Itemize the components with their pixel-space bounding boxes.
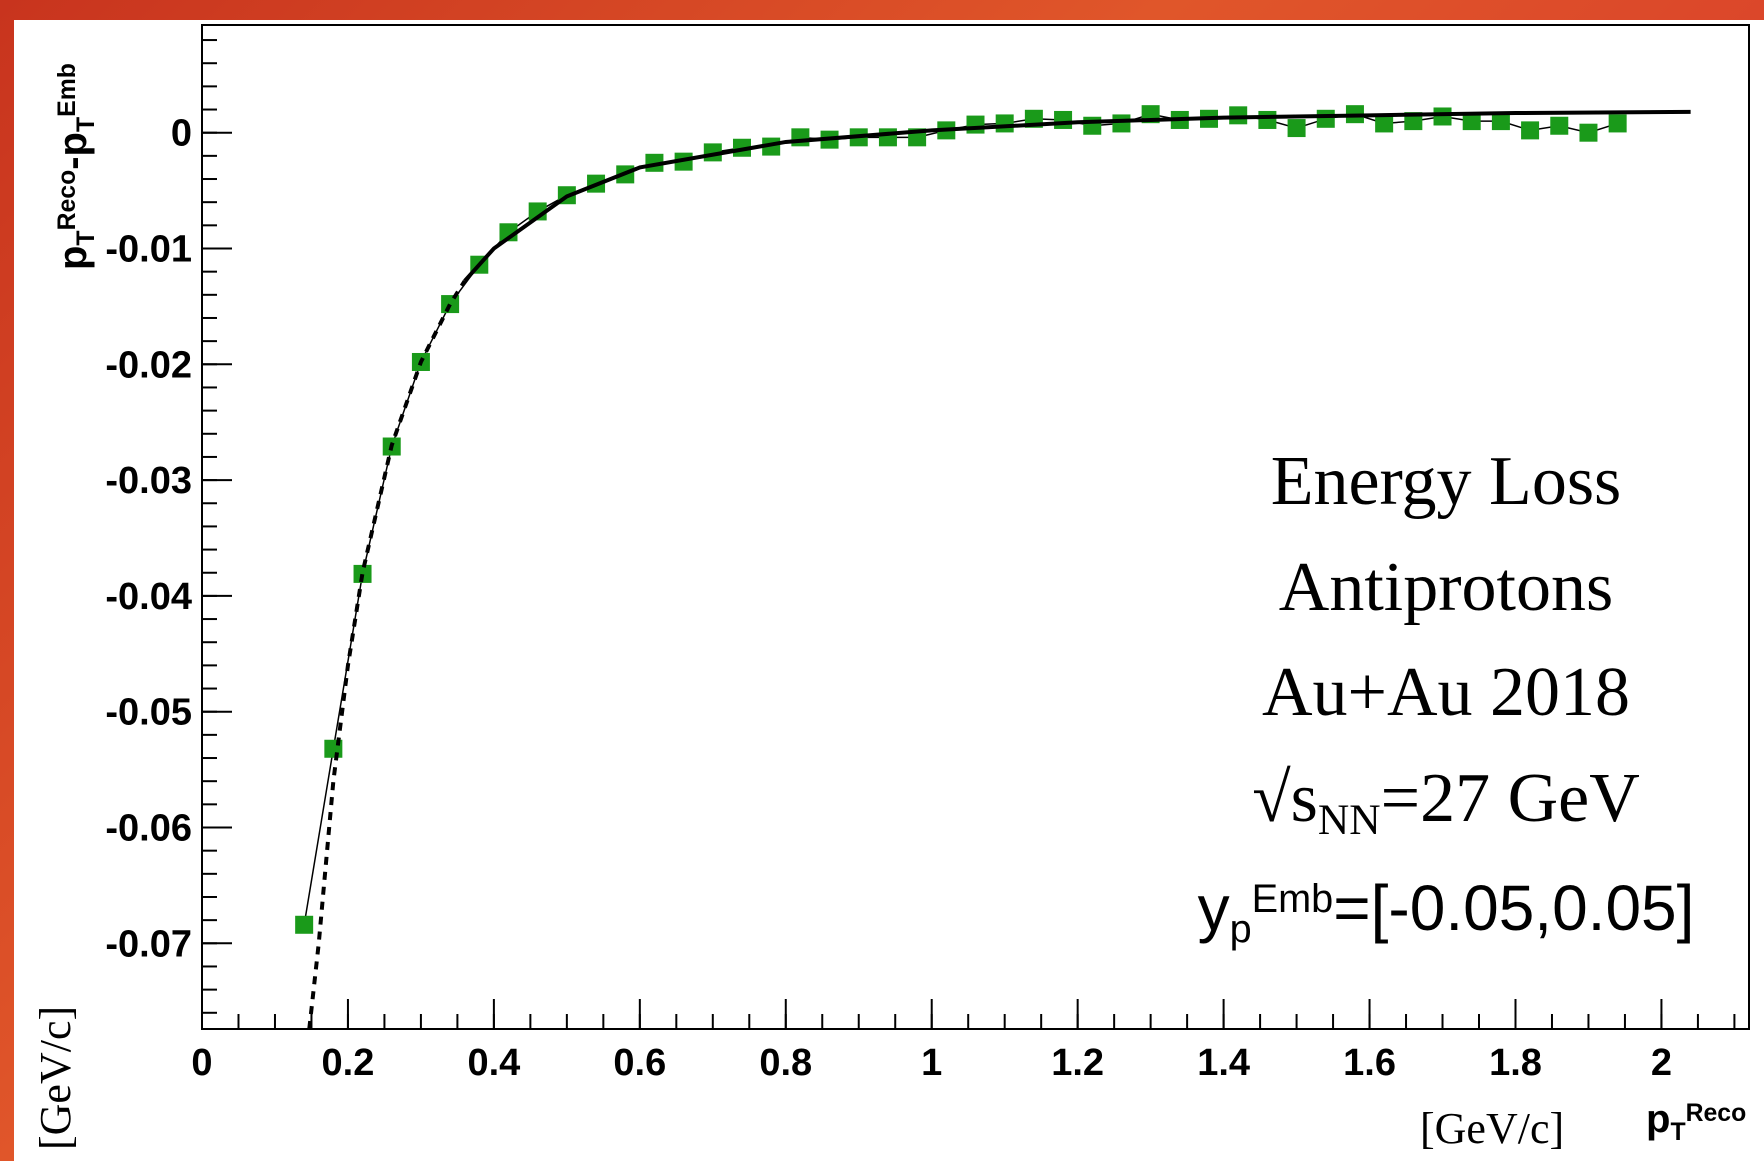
y-tick-label: -0.02 [105,344,192,386]
data-point [791,128,810,147]
text-part: Energy Loss [1271,443,1622,520]
x-tick-label: 1.4 [1197,1042,1250,1084]
text-part: √s [1252,760,1318,837]
y-tick-label: -0.05 [105,692,192,734]
text-part: Antiprotons [1279,549,1613,626]
x-tick-label: 0.6 [613,1042,666,1084]
x-tick-label: 1.2 [1051,1042,1104,1084]
data-point [1316,109,1335,128]
y-tick-label: -0.03 [105,460,192,502]
x-tick-label: 0.4 [467,1042,520,1084]
data-point [1083,116,1102,135]
data-point [966,115,985,134]
text-part: Emb [1252,877,1334,921]
text-part: =[-0.05,0.05] [1333,872,1694,944]
y-tick-label: -0.07 [105,923,192,965]
x-tick-label: 0.2 [322,1042,375,1084]
data-point [1608,114,1627,133]
text-part: Reco [1686,1100,1747,1127]
x-tick-label: 2 [1651,1042,1672,1084]
x-axis-label: pTReco [1646,1097,1746,1146]
x-tick-label: 1.6 [1343,1042,1396,1084]
text-part: p [1230,907,1252,951]
data-point [1579,123,1598,142]
fit-line [307,279,467,1029]
data-point [878,128,897,147]
data-point [1375,114,1394,133]
data-point [1433,107,1452,126]
x-tick-label: 0 [191,1042,212,1084]
text-part: -p [51,132,95,170]
annotation: ypEmb=[-0.05,0.05] [1198,872,1695,951]
text-part: p [51,246,95,270]
fit-line [463,109,1691,283]
data-point [1258,110,1277,129]
y-axis-label: pTReco-pTEmb [51,63,100,270]
data-point [1521,121,1540,140]
x-tick-label: 0.8 [759,1042,812,1084]
text-part: T [1670,1119,1685,1146]
text-part: p [1646,1097,1670,1141]
annotation: √sNN=27 GeV [1252,760,1640,844]
data-point [353,564,372,583]
annotation: Energy Loss [1271,443,1622,520]
y-tick-label: -0.06 [105,808,192,850]
y-tick-label: -0.04 [105,576,192,618]
data-point [1462,112,1481,131]
annotation: Au+Au 2018 [1262,654,1630,731]
text-part: Emb [54,63,81,117]
text-part: y [1198,872,1230,944]
plot-area [295,105,1691,1029]
text-part: T [73,230,100,245]
data-point [1054,110,1073,129]
data-point [1112,114,1131,133]
y-axis-unit: [GeV/c] [31,1006,80,1150]
text-part: NN [1318,796,1381,844]
text-part: T [73,117,100,132]
x-axis-unit: [GeV/c] [1420,1104,1564,1153]
text-part: =27 GeV [1381,760,1640,837]
x-tick-label: 1.8 [1489,1042,1542,1084]
data-point [1491,112,1510,131]
text-part: Reco [54,170,81,231]
y-tick-label: -0.01 [105,228,192,270]
data-point [995,114,1014,133]
annotation: Antiprotons [1279,549,1613,626]
text-part: Au+Au 2018 [1262,654,1630,731]
data-point [1287,119,1306,138]
y-tick-label: 0 [171,113,192,155]
data-point [1229,106,1248,125]
canvas-background [14,20,1764,1161]
data-point [1550,116,1569,135]
data-point [295,915,314,934]
x-tick-label: 1 [921,1042,942,1084]
